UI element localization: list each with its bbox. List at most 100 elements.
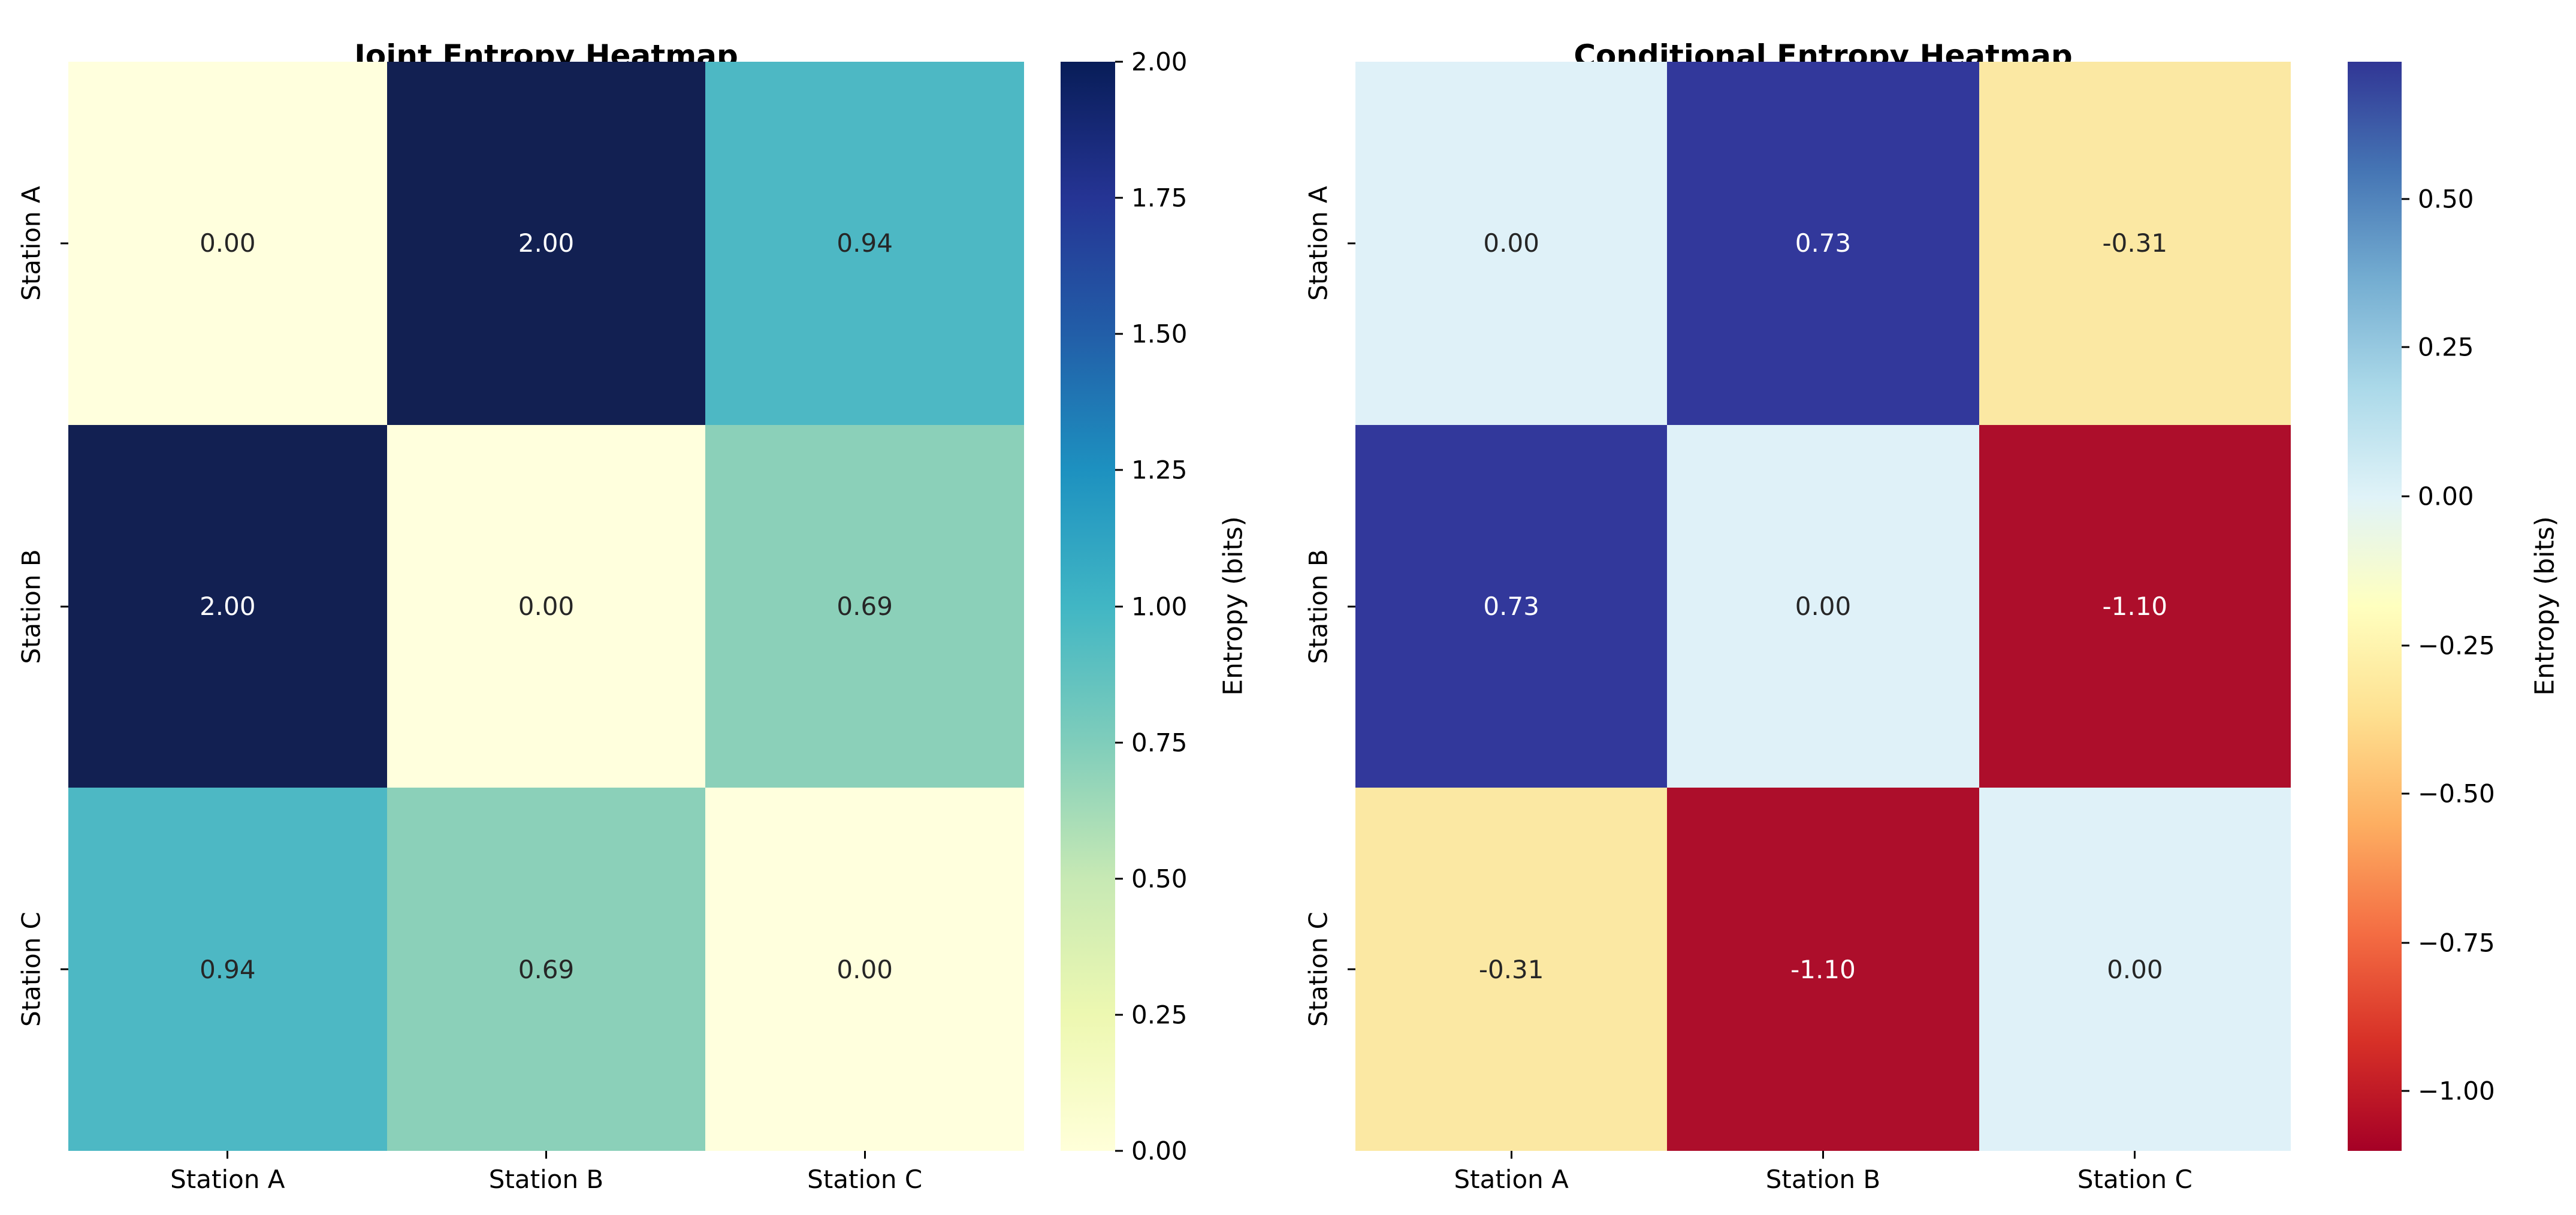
colorbar-tick-mark	[2402, 198, 2409, 200]
heatmap-cell: 0.94	[705, 62, 1024, 425]
x-tick-label: Station C	[807, 1165, 923, 1194]
colorbar-tick: 2.00	[1115, 47, 1188, 77]
y-tick-mark	[1348, 605, 1355, 607]
x-axis: Station A Station B Station C	[1355, 1151, 2291, 1215]
colorbar-tick-mark	[2402, 495, 2409, 498]
x-tick-mark	[2134, 1151, 2136, 1159]
heatmap-cell: 0.73	[1667, 62, 1979, 425]
x-tick-mark	[863, 1151, 866, 1159]
y-tick: Station C	[1287, 788, 1355, 1151]
colorbar-ticks: 2.00 1.75 1.50 1.25 1.00 0.75 0.50 0.25 0.00	[1115, 47, 1259, 1166]
colorbar-tick-mark	[1115, 61, 1123, 63]
heatmap-cell: 0.69	[386, 788, 706, 1151]
colorbar-tick: 0.25	[2402, 333, 2474, 362]
heatmap-cell: 0.00	[1355, 62, 1668, 425]
y-tick: Station B	[0, 425, 68, 788]
colorbar-tick: 0.00	[1115, 1136, 1188, 1166]
y-tick: Station A	[1287, 62, 1355, 425]
y-tick-mark	[61, 242, 68, 245]
colorbar-tick: −0.25	[2402, 631, 2495, 660]
colorbar-tick-label: −0.75	[2418, 928, 2495, 958]
colorbar-tick: 1.75	[1115, 183, 1188, 213]
heatmap-cell: -1.10	[1667, 788, 1979, 1151]
colorbar-tick-mark	[1115, 741, 1123, 744]
heatmap-cell: -0.31	[1979, 62, 2291, 425]
colorbar-tick-label: 0.75	[1131, 728, 1188, 758]
y-tick-mark	[1348, 242, 1355, 245]
y-axis: Station A Station B Station C	[0, 62, 68, 1151]
colorbar-tick-label: 0.00	[1131, 1136, 1188, 1166]
x-tick: Station A	[1355, 1151, 1667, 1215]
colorbar-tick: 0.75	[1115, 728, 1188, 757]
colorbar-tick: 1.00	[1115, 592, 1188, 621]
heatmap-grid: 0.00 2.00 0.94 2.00 0.00 0.69 0.94 0.69 0.00	[68, 62, 1024, 1151]
colorbar: 2.00 1.75 1.50 1.25 1.00 0.75 0.50 0.25 0.00	[1061, 47, 1188, 1166]
colorbar-tick-mark	[1115, 878, 1123, 880]
heatmap-cell: 0.94	[68, 788, 387, 1151]
colorbar-tick-mark	[1115, 197, 1123, 199]
colorbar-tick: 0.00	[2402, 481, 2474, 511]
colorbar-tick: −0.50	[2402, 779, 2495, 809]
colorbar-tick: −1.00	[2402, 1077, 2495, 1106]
colorbar-tick-label: 0.00	[2418, 481, 2474, 511]
colorbar-tick-label: 1.00	[1131, 592, 1188, 621]
colorbar-tick-mark	[2402, 792, 2409, 795]
colorbar-tick-mark	[1115, 333, 1123, 335]
colorbar: 0.50 0.25 0.00 −0.25 −0.50 −0.75 −1.00	[2348, 62, 2495, 1151]
x-tick-mark	[227, 1151, 229, 1159]
colorbar-ticks: 0.50 0.25 0.00 −0.25 −0.50 −0.75 −1.00	[2402, 62, 2545, 1151]
x-tick: Station A	[68, 1151, 387, 1215]
colorbar-tick-label: −1.00	[2418, 1076, 2495, 1106]
heatmap-cell: 0.00	[1667, 424, 1979, 788]
x-tick-label: Station C	[2077, 1165, 2193, 1194]
x-tick: Station C	[705, 1151, 1024, 1215]
y-tick: Station C	[0, 788, 68, 1151]
x-tick-mark	[1822, 1151, 1824, 1159]
heatmap-cell: -1.10	[1979, 424, 2291, 788]
x-tick: Station C	[1979, 1151, 2291, 1215]
colorbar-tick-label: 0.50	[1131, 864, 1188, 894]
colorbar-gradient	[1061, 62, 1115, 1151]
colorbar-tick-mark	[2402, 942, 2409, 944]
colorbar-tick: 0.50	[1115, 864, 1188, 893]
y-tick: Station B	[1287, 425, 1355, 788]
heatmap-cell: 0.69	[705, 424, 1024, 788]
colorbar-tick-label: 0.25	[2418, 332, 2474, 362]
heatmap-cell: 0.73	[1355, 424, 1668, 788]
colorbar-tick: −0.75	[2402, 928, 2495, 957]
colorbar-tick-mark	[1115, 1014, 1123, 1016]
heatmap-cell: 0.00	[386, 424, 706, 788]
heatmap-cell: 0.00	[1979, 788, 2291, 1151]
colorbar-tick: 0.50	[2402, 184, 2474, 213]
colorbar-tick-label: 0.50	[2418, 184, 2474, 214]
colorbar-tick-label: 2.00	[1131, 47, 1188, 77]
colorbar-tick-label: −0.25	[2418, 631, 2495, 661]
heatmap-cell: -0.31	[1355, 788, 1668, 1151]
colorbar-tick-mark	[2402, 644, 2409, 647]
heatmap-cell: 0.00	[68, 62, 387, 425]
heatmap-grid: 0.00 0.73 -0.31 0.73 0.00 -1.10 -0.31 -1.10 0.00	[1355, 62, 2291, 1151]
colorbar-tick-mark	[1115, 1150, 1123, 1152]
x-tick-label: Station A	[170, 1165, 285, 1194]
x-tick: Station B	[1667, 1151, 1979, 1215]
colorbar-label: Entropy (bits)	[2529, 516, 2560, 696]
colorbar-tick: 1.50	[1115, 319, 1188, 349]
x-tick-label: Station A	[1454, 1165, 1569, 1194]
y-tick-mark	[1348, 968, 1355, 970]
heatmap-cell: 0.00	[705, 788, 1024, 1151]
y-tick-label: Station B	[1303, 548, 1333, 664]
colorbar-tick-mark	[2402, 1090, 2409, 1092]
colorbar-tick-label: 1.25	[1131, 455, 1188, 485]
x-axis: Station A Station B Station C	[68, 1151, 1024, 1215]
x-tick-mark	[1510, 1151, 1512, 1159]
y-axis: Station A Station B Station C	[1287, 62, 1355, 1151]
x-tick-mark	[545, 1151, 547, 1159]
y-tick-mark	[61, 968, 68, 970]
x-tick: Station B	[387, 1151, 706, 1215]
colorbar-tick-mark	[1115, 469, 1123, 471]
y-tick-mark	[61, 605, 68, 607]
colorbar-tick-label: 1.75	[1131, 183, 1188, 213]
colorbar-tick-label: 0.25	[1131, 1000, 1188, 1030]
